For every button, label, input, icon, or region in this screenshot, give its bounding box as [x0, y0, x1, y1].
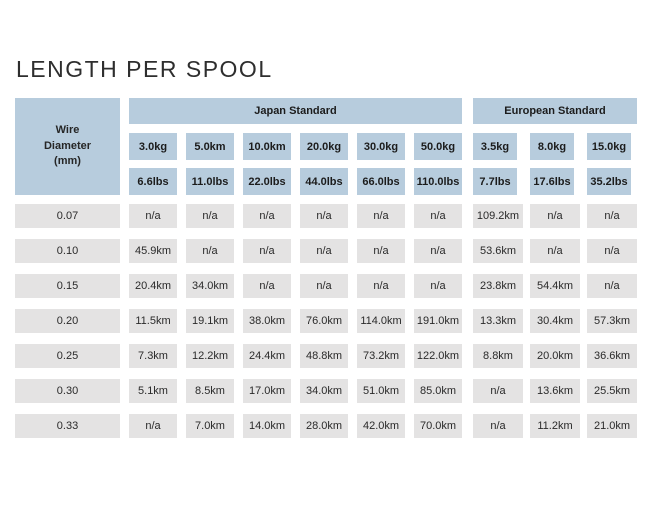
value-cell: 53.6km — [473, 239, 523, 263]
header-lbs-cell: 6.6lbs — [129, 168, 177, 195]
value-cell: 5.1km — [129, 379, 177, 403]
header-kg-cell: 5.0km — [186, 133, 234, 160]
value-cell: 11.5km — [129, 309, 177, 333]
value-cell: n/a — [530, 204, 580, 228]
value-cell: n/a — [530, 239, 580, 263]
header-lbs-cell: 11.0lbs — [186, 168, 234, 195]
header-lbs-cell: 7.7lbs — [473, 168, 517, 195]
header-kg-cell: 50.0kg — [414, 133, 462, 160]
header-kg-cell: 30.0kg — [357, 133, 405, 160]
value-cell: 19.1km — [186, 309, 234, 333]
value-cell: n/a — [186, 204, 234, 228]
wire-diameter-header-text: Wire Diameter (mm) — [44, 123, 91, 169]
value-cell: 25.5km — [587, 379, 637, 403]
value-cell: n/a — [473, 379, 523, 403]
value-cell: 45.9km — [129, 239, 177, 263]
value-cell: 48.8km — [300, 344, 348, 368]
header-kg-cell: 8.0kg — [530, 133, 574, 160]
diameter-cell: 0.25 — [15, 344, 120, 368]
value-cell: 21.0km — [587, 414, 637, 438]
value-cell: 34.0km — [300, 379, 348, 403]
value-cell: 54.4km — [530, 274, 580, 298]
header-lbs-cell: 66.0lbs — [357, 168, 405, 195]
header-lbs-cell: 22.0lbs — [243, 168, 291, 195]
value-cell: 28.0km — [300, 414, 348, 438]
value-cell: 7.3km — [129, 344, 177, 368]
diameter-cell: 0.07 — [15, 204, 120, 228]
value-cell: 14.0km — [243, 414, 291, 438]
value-cell: 8.8km — [473, 344, 523, 368]
value-cell: n/a — [129, 414, 177, 438]
value-cell: 23.8km — [473, 274, 523, 298]
value-cell: 109.2km — [473, 204, 523, 228]
diameter-cell: 0.15 — [15, 274, 120, 298]
value-cell: 122.0km — [414, 344, 462, 368]
value-cell: 11.2km — [530, 414, 580, 438]
value-cell: n/a — [357, 204, 405, 228]
header-kg-cell: 20.0kg — [300, 133, 348, 160]
grid-japan: Wire Diameter (mm) Japan Standard 3.0kg 5… — [15, 98, 462, 438]
grid-euro: European Standard 3.5kg 8.0kg 15.0kg 7.7lbs… — [473, 98, 637, 438]
diameter-cell: 0.20 — [15, 309, 120, 333]
wire-header-line-3: (mm) — [54, 155, 81, 168]
header-kg-cell: 10.0km — [243, 133, 291, 160]
value-cell: n/a — [243, 239, 291, 263]
value-cell: n/a — [473, 414, 523, 438]
value-cell: 34.0km — [186, 274, 234, 298]
value-cell: 70.0km — [414, 414, 462, 438]
japan-standard-header: Japan Standard — [129, 98, 462, 124]
value-cell: 191.0km — [414, 309, 462, 333]
value-cell: 20.4km — [129, 274, 177, 298]
diameter-cell: 0.30 — [15, 379, 120, 403]
value-cell: n/a — [414, 204, 462, 228]
value-cell: n/a — [300, 239, 348, 263]
diameter-cell: 0.10 — [15, 239, 120, 263]
value-cell: 76.0km — [300, 309, 348, 333]
value-cell: 38.0km — [243, 309, 291, 333]
page-title: LENGTH PER SPOOL — [16, 56, 273, 82]
value-cell: 7.0km — [186, 414, 234, 438]
header-lbs-cell: 110.0lbs — [414, 168, 462, 195]
value-cell: 42.0km — [357, 414, 405, 438]
value-cell: 114.0km — [357, 309, 405, 333]
value-cell: n/a — [587, 239, 637, 263]
value-cell: 30.4km — [530, 309, 580, 333]
value-cell: n/a — [300, 204, 348, 228]
header-lbs-cell: 17.6lbs — [530, 168, 574, 195]
value-cell: 17.0km — [243, 379, 291, 403]
value-cell: 8.5km — [186, 379, 234, 403]
value-cell: 20.0km — [530, 344, 580, 368]
diameter-cell: 0.33 — [15, 414, 120, 438]
header-kg-cell: 3.5kg — [473, 133, 517, 160]
header-kg-cell: 15.0kg — [587, 133, 631, 160]
value-cell: n/a — [186, 239, 234, 263]
wire-header-line-1: Wire — [55, 124, 80, 137]
value-cell: 36.6km — [587, 344, 637, 368]
value-cell: 12.2km — [186, 344, 234, 368]
value-cell: 57.3km — [587, 309, 637, 333]
value-cell: 51.0km — [357, 379, 405, 403]
value-cell: n/a — [357, 274, 405, 298]
value-cell: n/a — [414, 239, 462, 263]
european-standard-header: European Standard — [473, 98, 637, 124]
value-cell: 24.4km — [243, 344, 291, 368]
value-cell: 13.3km — [473, 309, 523, 333]
value-cell: n/a — [243, 204, 291, 228]
wire-header-line-2: Diameter — [43, 139, 92, 152]
value-cell: n/a — [587, 204, 637, 228]
wire-diameter-header: Wire Diameter (mm) — [15, 98, 120, 195]
value-cell: n/a — [243, 274, 291, 298]
header-lbs-cell: 35.2lbs — [587, 168, 631, 195]
header-lbs-cell: 44.0lbs — [300, 168, 348, 195]
value-cell: 13.6km — [530, 379, 580, 403]
value-cell: n/a — [357, 239, 405, 263]
header-kg-cell: 3.0kg — [129, 133, 177, 160]
value-cell: n/a — [129, 204, 177, 228]
value-cell: 85.0km — [414, 379, 462, 403]
value-cell: 73.2km — [357, 344, 405, 368]
value-cell: n/a — [414, 274, 462, 298]
value-cell: n/a — [587, 274, 637, 298]
value-cell: n/a — [300, 274, 348, 298]
